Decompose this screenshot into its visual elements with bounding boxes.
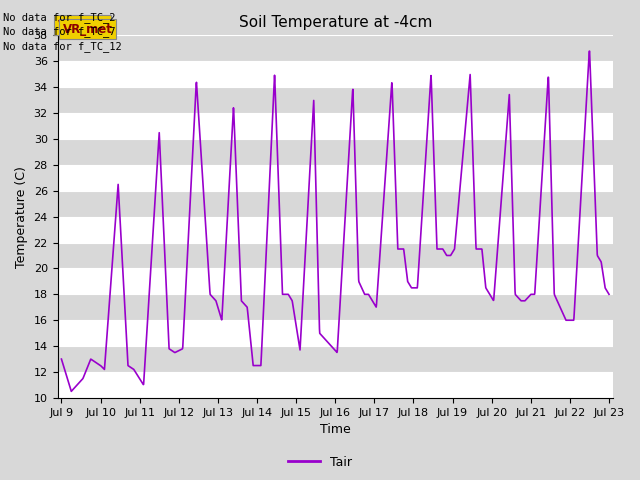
Bar	[58, 346, 613, 372]
Bar	[58, 113, 613, 139]
Bar	[58, 191, 613, 216]
Text: No data for f_TC_12: No data for f_TC_12	[3, 41, 122, 52]
Bar	[58, 320, 613, 346]
Bar	[58, 36, 613, 61]
Bar	[58, 87, 613, 113]
Bar	[58, 61, 613, 87]
Bar	[58, 268, 613, 294]
Legend: Tair: Tair	[284, 451, 356, 474]
Text: No data for f_TC_7: No data for f_TC_7	[3, 26, 116, 37]
Bar	[58, 242, 613, 268]
Bar	[58, 216, 613, 242]
Text: VR_met: VR_met	[58, 19, 108, 32]
Title: Soil Temperature at -4cm: Soil Temperature at -4cm	[239, 15, 432, 30]
X-axis label: Time: Time	[320, 423, 351, 436]
Bar	[58, 294, 613, 320]
Bar	[58, 372, 613, 398]
Text: VR_met: VR_met	[63, 23, 113, 36]
Y-axis label: Temperature (C): Temperature (C)	[15, 166, 28, 267]
Text: No data for f_TC_2: No data for f_TC_2	[3, 12, 116, 23]
Bar	[58, 165, 613, 191]
Bar	[58, 139, 613, 165]
